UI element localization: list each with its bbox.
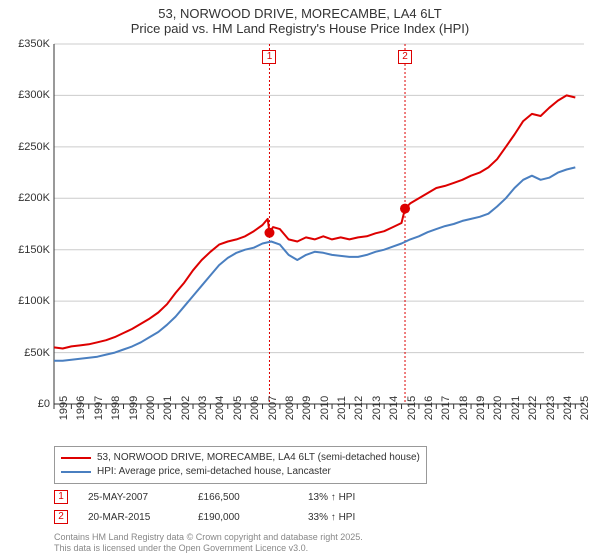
x-tick-label: 2006 <box>249 396 261 420</box>
sale-row: 2 20-MAR-2015 £190,000 33% ↑ HPI <box>54 510 584 524</box>
legend-swatch <box>61 457 91 459</box>
footer: Contains HM Land Registry data © Crown c… <box>54 532 363 554</box>
sale-point <box>264 228 274 238</box>
x-tick-label: 2015 <box>406 396 418 420</box>
x-tick-label: 1999 <box>128 396 140 420</box>
legend-row: HPI: Average price, semi-detached house,… <box>61 465 420 479</box>
y-tick-label: £150K <box>0 244 50 256</box>
x-tick-label: 2005 <box>232 396 244 420</box>
chart-container: 53, NORWOOD DRIVE, MORECAMBE, LA4 6LT Pr… <box>0 0 600 560</box>
x-tick-label: 2018 <box>458 396 470 420</box>
plot-svg <box>54 44 584 404</box>
x-tick-label: 2010 <box>319 396 331 420</box>
x-tick-label: 2020 <box>492 396 504 420</box>
x-tick-label: 1997 <box>93 396 105 420</box>
x-tick-label: 2017 <box>440 396 452 420</box>
y-tick-label: £300K <box>0 89 50 101</box>
x-tick-label: 1998 <box>110 396 122 420</box>
x-tick-label: 2014 <box>388 396 400 420</box>
y-tick-label: £200K <box>0 192 50 204</box>
sale-hpi-diff: 13% ↑ HPI <box>308 492 398 503</box>
x-tick-label: 2016 <box>423 396 435 420</box>
x-tick-label: 2012 <box>353 396 365 420</box>
legend-swatch <box>61 471 91 473</box>
footer-line2: This data is licensed under the Open Gov… <box>54 543 363 554</box>
y-tick-label: £100K <box>0 295 50 307</box>
x-tick-label: 2011 <box>336 396 348 420</box>
sale-point <box>400 204 410 214</box>
x-tick-label: 2021 <box>510 396 522 420</box>
plot-area <box>54 44 584 404</box>
sale-hpi-diff: 33% ↑ HPI <box>308 512 398 523</box>
footer-line1: Contains HM Land Registry data © Crown c… <box>54 532 363 543</box>
x-tick-label: 2009 <box>301 396 313 420</box>
event-marker-box: 2 <box>398 50 412 64</box>
sale-marker-icon: 1 <box>54 490 68 504</box>
x-tick-label: 2002 <box>180 396 192 420</box>
title-sub: Price paid vs. HM Land Registry's House … <box>0 21 600 36</box>
sale-date: 25-MAY-2007 <box>88 492 178 503</box>
legend-row: 53, NORWOOD DRIVE, MORECAMBE, LA4 6LT (s… <box>61 451 420 465</box>
legend-label: HPI: Average price, semi-detached house,… <box>97 465 331 479</box>
sale-date: 20-MAR-2015 <box>88 512 178 523</box>
sale-row: 1 25-MAY-2007 £166,500 13% ↑ HPI <box>54 490 584 504</box>
series-hpi <box>54 167 575 360</box>
sale-rows: 1 25-MAY-2007 £166,500 13% ↑ HPI 2 20-MAR-201… <box>54 490 584 524</box>
x-tick-label: 2025 <box>579 396 591 420</box>
x-tick-label: 2019 <box>475 396 487 420</box>
x-tick-label: 1996 <box>75 396 87 420</box>
x-tick-label: 2001 <box>162 396 174 420</box>
x-tick-label: 2003 <box>197 396 209 420</box>
series-price_paid <box>54 95 575 348</box>
legend-label: 53, NORWOOD DRIVE, MORECAMBE, LA4 6LT (s… <box>97 451 420 465</box>
x-tick-label: 2023 <box>545 396 557 420</box>
y-tick-label: £250K <box>0 141 50 153</box>
x-tick-label: 2013 <box>371 396 383 420</box>
legend-box: 53, NORWOOD DRIVE, MORECAMBE, LA4 6LT (s… <box>54 446 427 484</box>
x-tick-label: 1995 <box>58 396 70 420</box>
legend-area: 53, NORWOOD DRIVE, MORECAMBE, LA4 6LT (s… <box>54 446 584 524</box>
y-tick-label: £50K <box>0 347 50 359</box>
sale-marker-icon: 2 <box>54 510 68 524</box>
sale-price: £190,000 <box>198 512 288 523</box>
y-tick-label: £350K <box>0 38 50 50</box>
event-marker-box: 1 <box>262 50 276 64</box>
chart-titles: 53, NORWOOD DRIVE, MORECAMBE, LA4 6LT Pr… <box>0 0 600 36</box>
x-tick-label: 2004 <box>214 396 226 420</box>
y-tick-label: £0 <box>0 398 50 410</box>
x-tick-label: 2008 <box>284 396 296 420</box>
x-tick-label: 2007 <box>267 396 279 420</box>
x-tick-label: 2024 <box>562 396 574 420</box>
sale-price: £166,500 <box>198 492 288 503</box>
x-tick-label: 2000 <box>145 396 157 420</box>
title-main: 53, NORWOOD DRIVE, MORECAMBE, LA4 6LT <box>0 6 600 21</box>
x-tick-label: 2022 <box>527 396 539 420</box>
